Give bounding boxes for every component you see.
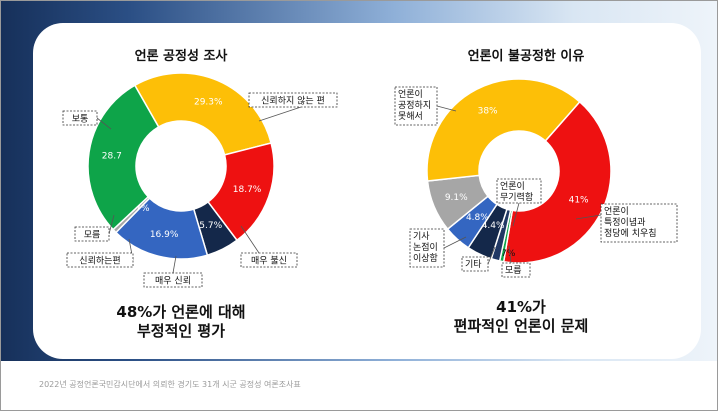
callout-text-0-2: 매우 신뢰: [155, 276, 191, 287]
callout-box-1-4: [409, 228, 445, 268]
callout-leader-1-1: [508, 245, 512, 264]
callout-text-1-2-1: 무기력함: [500, 191, 533, 203]
callout-leader-0-4: [108, 214, 115, 235]
bottom-band: [1, 361, 717, 410]
callout-box-0-5: [62, 110, 98, 126]
callout-text-1-4-0: 기사: [413, 231, 430, 242]
callout-leader-1-4: [443, 236, 467, 249]
callout-box-0-3: [66, 252, 134, 268]
value-label-1-4: 4.8%: [466, 213, 489, 223]
callout-text-1-4-1: 논점이: [413, 241, 438, 253]
value-label-0-0: 29.3%: [194, 98, 223, 108]
value-label-0-3: 16.9%: [150, 230, 179, 240]
donut-slice-0-0: [133, 72, 273, 156]
value-label-1-5: 9.1%: [445, 193, 468, 203]
value-label-0-4: 0.7%: [127, 204, 150, 214]
callout-leader-1-0: [575, 214, 602, 220]
callout-leader-0-5: [96, 117, 112, 130]
summary-left-line2: 부정적인 평가: [136, 322, 226, 340]
callout-text-1-4-2: 이상함: [413, 253, 438, 264]
source-footnote: 2022년 공정언론국민감시단에서 의뢰한 경기도 31개 시군 공정성 여론조…: [39, 380, 301, 389]
summary-right-line1: 41%가: [496, 298, 546, 316]
callout-leader-0-2: [172, 255, 177, 274]
callout-leader-0-1: [240, 225, 260, 254]
value-label-1-1: 0.7%: [493, 249, 516, 259]
callout-box-0-1: [240, 252, 298, 268]
summary-left: 48%가 언론에 대해 부정적인 평가: [81, 303, 281, 341]
value-label-1-3: 4.4%: [482, 221, 505, 231]
value-label-0-5: 28.7: [102, 152, 122, 162]
value-label-1-6: 38%: [478, 107, 498, 117]
callout-text-0-0: 신뢰하지 않는 편: [261, 95, 325, 107]
callout-text-1-6-0: 언론이: [398, 88, 423, 100]
callout-leader-1-6: [436, 105, 457, 112]
value-label-0-1: 18.7%: [233, 185, 262, 195]
callout-text-1-6-2: 못해서: [398, 111, 423, 122]
callout-box-1-6: [394, 86, 438, 126]
callout-leader-0-0: [258, 106, 302, 122]
callout-text-1-6-1: 공정하지: [398, 100, 431, 111]
callout-text-1-3-0: 기타: [465, 259, 482, 270]
summary-right-line2: 편파적인 언론이 문제: [453, 317, 589, 335]
callout-text-0-4: 모름: [84, 230, 101, 241]
value-label-1-0: 41%: [569, 195, 589, 205]
callout-text-0-5: 보통: [72, 114, 89, 125]
summary-left-line1: 48%가 언론에 대해: [116, 303, 246, 321]
donut-slice-1-6: [426, 78, 581, 182]
callout-text-1-1-0: 모름: [505, 265, 522, 276]
callout-text-1-0-0: 언론이: [604, 205, 629, 217]
callout-text-1-0-2: 정당에 치우침: [604, 227, 657, 239]
callout-box-0-0: [248, 92, 338, 108]
callout-box-1-1: [501, 262, 531, 278]
callout-leader-1-2: [512, 202, 520, 227]
value-label-0-2: 5.7%: [199, 221, 222, 231]
callout-box-1-3: [461, 256, 489, 272]
callout-text-1-0-1: 특정이념과: [604, 217, 645, 228]
summary-right: 41%가 편파적인 언론이 문제: [421, 298, 621, 336]
callout-text-1-2-0: 언론이: [500, 180, 525, 192]
callout-box-0-2: [143, 272, 203, 288]
chart-title-left: 언론 공정성 조사: [134, 49, 228, 64]
callout-box-1-0: [600, 203, 678, 243]
callout-text-0-3: 신뢰하는편: [79, 255, 120, 267]
callout-box-1-2: [496, 178, 542, 204]
callout-text-0-1: 매우 불신: [251, 256, 287, 267]
chart-title-right: 언론이 불공정한 이유: [467, 49, 585, 64]
callout-leader-1-3: [487, 246, 496, 265]
callout-box-0-4: [74, 226, 110, 242]
donut-slice-0-5: [87, 84, 160, 231]
